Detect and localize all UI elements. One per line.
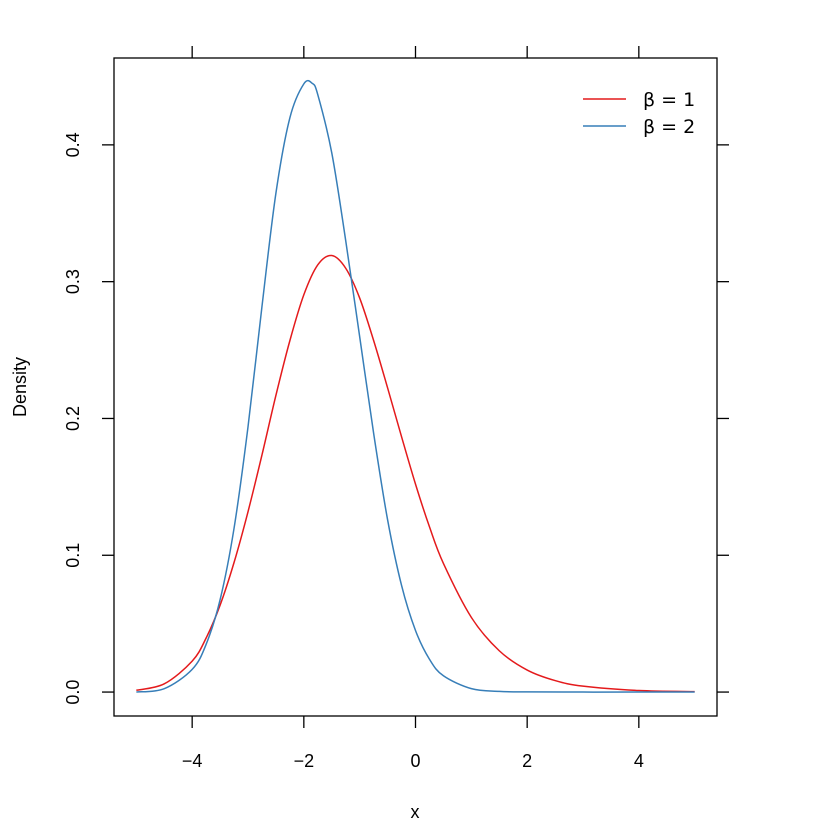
- y-axis-ticks-right: [717, 144, 729, 693]
- plot-frame: [113, 57, 718, 717]
- x-tick-label-2: −2: [294, 751, 315, 771]
- y-axis-ticks-left: 0.0 0.1 0.2 0.3 0.4: [63, 132, 114, 705]
- x-axis-ticks-bottom: −4 −2 0 2 4: [182, 716, 644, 771]
- y-tick-label-0-4: 0.4: [63, 132, 83, 157]
- x-tick-label-0: 0: [410, 751, 420, 771]
- series-line-beta-2: [136, 79, 695, 693]
- y-tick-label-0-2: 0.2: [63, 406, 83, 431]
- legend-label-beta-1: β = 1: [643, 89, 695, 111]
- y-tick-label-0: 0.0: [63, 680, 83, 705]
- legend-label-beta-2: β = 2: [643, 116, 695, 138]
- y-tick-label-0-3: 0.3: [63, 269, 83, 294]
- y-axis-label: Density: [10, 357, 30, 417]
- x-axis-ticks-top: [191, 46, 640, 58]
- x-tick-label-2: 2: [522, 751, 532, 771]
- series-lines: [136, 79, 695, 693]
- x-tick-label-4: −4: [182, 751, 203, 771]
- series-line-beta-1: [136, 254, 695, 693]
- x-tick-label-4: 4: [634, 751, 644, 771]
- x-axis-label: x: [411, 802, 420, 822]
- y-tick-label-0-1: 0.1: [63, 543, 83, 568]
- legend: β = 1 β = 2: [583, 89, 695, 138]
